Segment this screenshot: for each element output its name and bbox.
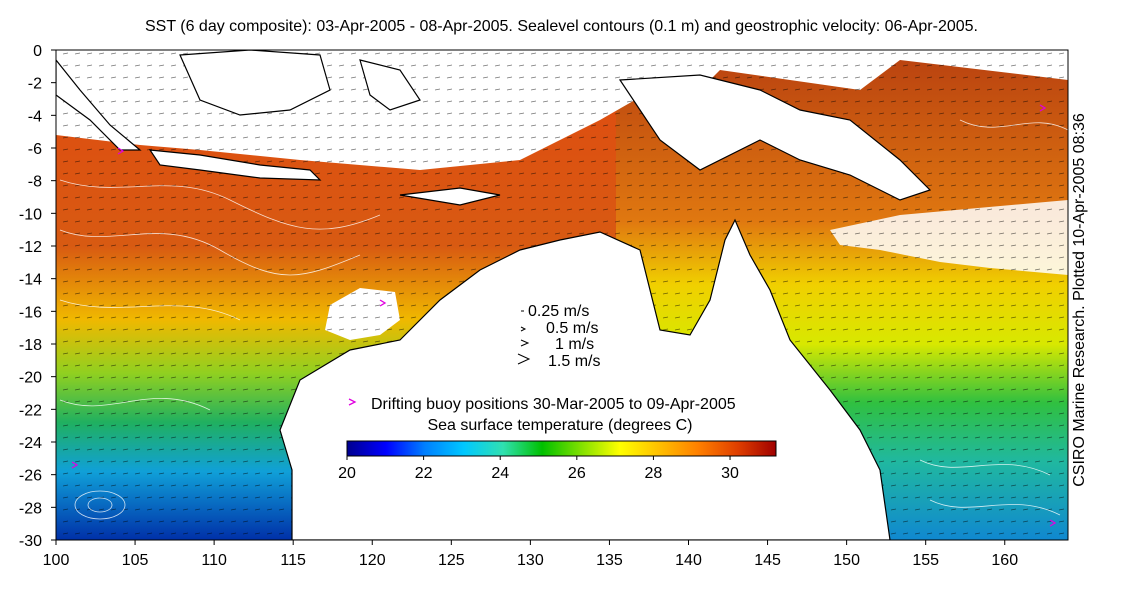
y-axis: 0 -2 -4 -6 -8 -10 -12 -14 -16 -18 -20 -22 -24 -26 -28 -… [19, 43, 56, 550]
x-tick-label: 115 [280, 552, 306, 569]
y-tick-label: -18 [19, 337, 42, 354]
y-tick-label: -20 [19, 370, 42, 387]
java-land [148, 149, 322, 181]
velocity-key-label: 1 m/s [555, 336, 594, 353]
y-tick-label: -30 [19, 533, 42, 550]
x-tick-label: 120 [359, 552, 386, 569]
colorbar-tick-label: 20 [338, 465, 356, 482]
sealevel-contours [59, 119, 1068, 520]
x-tick-label: 105 [122, 552, 149, 569]
australia-land [279, 218, 891, 540]
velocity-key-label: 0.5 m/s [546, 320, 598, 337]
velocity-key: 0.25 m/s 0.5 m/s 1 m/s 1.5 m/s [517, 303, 600, 370]
velocity-key-entry: 0.25 m/s [521, 303, 589, 320]
map-title: SST (6 day composite): 03-Apr-2005 - 08-… [144, 18, 978, 35]
colorbar-ticks: 20 22 24 26 28 30 [338, 456, 739, 482]
x-tick-label: 160 [991, 552, 1018, 569]
x-tick-label: 135 [596, 552, 623, 569]
buoy-legend-icon [348, 398, 357, 406]
sumatra-land [56, 59, 142, 151]
buoy-legend-text: Drifting buoy positions 30-Mar-2005 to 0… [371, 396, 736, 413]
new-guinea-land [618, 74, 932, 201]
plot-frame [55, 49, 1069, 541]
borneo-land [179, 50, 331, 116]
x-tick-label: 150 [833, 552, 860, 569]
colorbar-tick-label: 28 [645, 465, 663, 482]
y-tick-label: -26 [19, 468, 42, 485]
velocity-key-entry: 1 m/s [520, 336, 594, 353]
x-tick-label: 100 [43, 552, 70, 569]
colorbar-tick-label: 22 [415, 465, 433, 482]
y-tick-label: -2 [28, 76, 42, 93]
velocity-key-label: 1.5 m/s [548, 353, 600, 370]
y-tick-label: -22 [19, 402, 42, 419]
y-tick-label: -6 [28, 141, 42, 158]
y-tick-label: -10 [19, 206, 42, 223]
colorbar-tick-label: 26 [568, 465, 586, 482]
y-tick-label: -28 [19, 500, 42, 517]
velocity-key-entry: 1.5 m/s [517, 353, 600, 370]
y-tick-label: -16 [19, 304, 42, 321]
colorbar-tick-label: 30 [721, 465, 739, 482]
x-axis: 100 105 110 115 120 125 130 135 140 145 150 155 160 [43, 540, 1018, 569]
y-tick-label: -8 [28, 174, 42, 191]
credit-line: CSIRO Marine Research. Plotted 10-Apr-20… [1071, 113, 1088, 487]
y-tick-label: 0 [33, 43, 42, 60]
y-tick-label: -12 [19, 239, 42, 256]
colorbar-tick-label: 24 [491, 465, 509, 482]
colorbar [346, 440, 777, 457]
y-tick-label: -24 [19, 435, 42, 452]
x-tick-label: 130 [517, 552, 544, 569]
sulawesi-land [359, 59, 421, 111]
y-tick-label: -14 [19, 272, 42, 289]
x-tick-label: 145 [754, 552, 781, 569]
velocity-key-label: 0.25 m/s [528, 303, 589, 320]
x-tick-label: 125 [438, 552, 465, 569]
timor-land [399, 187, 501, 206]
x-tick-label: 110 [201, 552, 227, 569]
x-tick-label: 155 [912, 552, 939, 569]
velocity-key-entry: 0.5 m/s [520, 320, 598, 337]
buoy-markers [71, 104, 1057, 527]
colorbar-label: Sea surface temperature (degrees C) [427, 417, 692, 434]
y-tick-label: -4 [28, 108, 42, 125]
x-tick-label: 140 [675, 552, 702, 569]
